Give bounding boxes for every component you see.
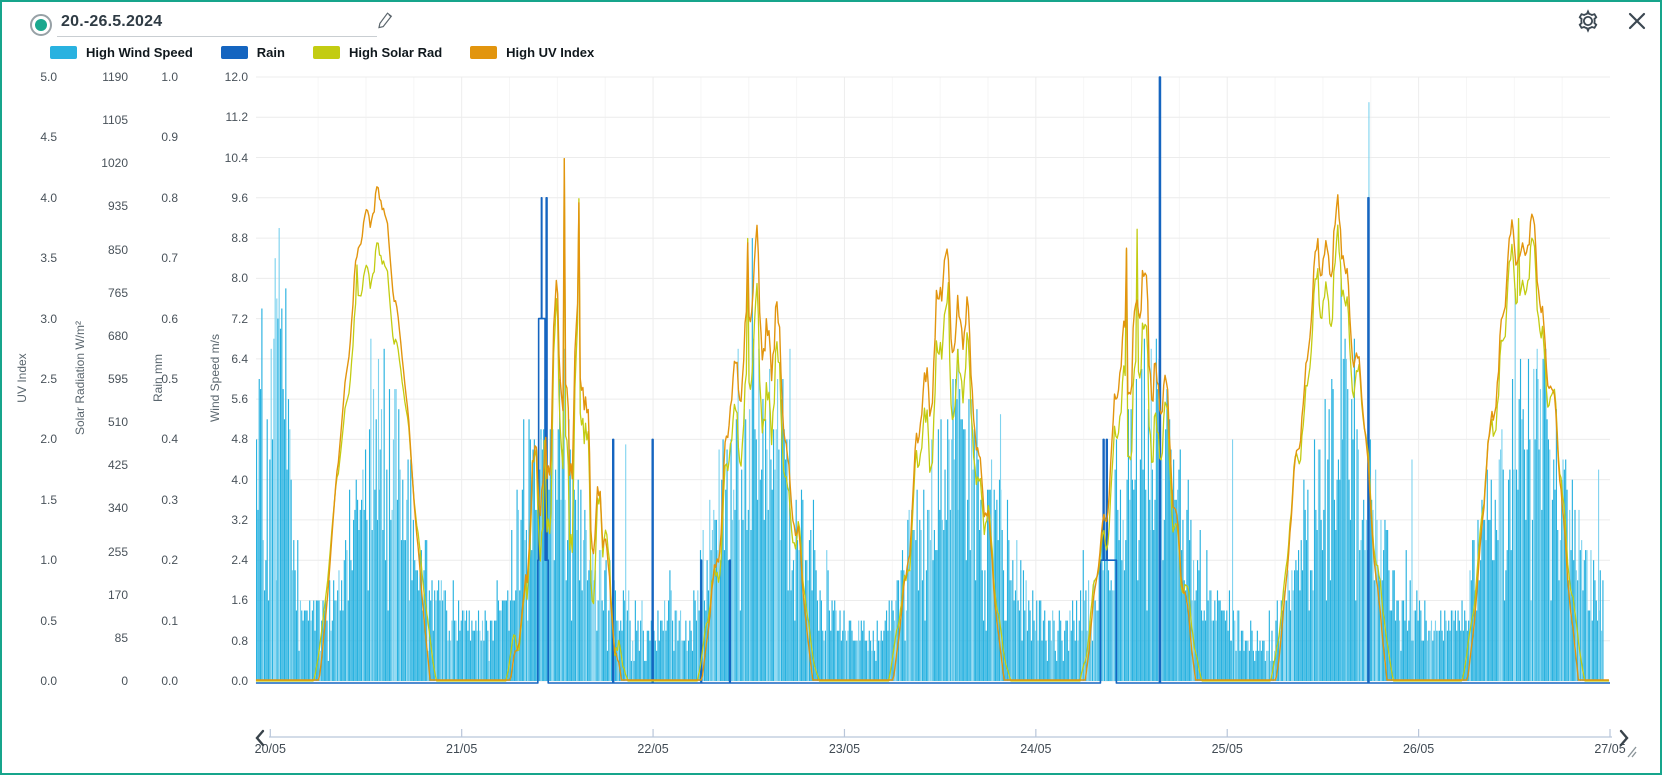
x-tick-label: 24/05 [1020,742,1052,756]
y-tick-label: 935 [107,199,128,214]
y-tick-label: 2.4 [231,553,248,568]
y-tick-label: 4.5 [40,130,57,145]
y-tick-label: 1105 [102,113,128,128]
y-tick-label: 2.0 [40,432,57,447]
solar-legend-label: High Solar Rad [348,45,443,60]
rain-legend-label: Rain [256,45,285,60]
y-tick-label: 8.0 [231,271,248,286]
y-tick-label: 5.0 [40,70,57,84]
y-tick-label: 0.0 [161,674,178,688]
radio-dot [35,19,47,31]
date-range-input[interactable] [57,10,377,37]
y-tick-label: 170 [107,587,128,602]
y-tick-label: 1.5 [40,492,57,507]
y-tick-label: 0.4 [161,432,178,447]
legend-item-uv[interactable]: High UV Index [470,45,594,60]
chart-legend: High Wind Speed Rain High Solar Rad High… [50,45,594,60]
y-tick-label: 0.0 [40,674,57,688]
y-tick-label: 7.2 [231,311,248,326]
solar-legend-swatch [312,46,340,59]
y-tick-label: 680 [107,328,128,343]
legend-item-rain[interactable]: Rain [220,45,285,60]
y-tick-label: 4.8 [231,432,248,447]
y-tick-label: 0.3 [161,492,178,507]
y-tick-label: 8.8 [231,231,248,246]
y-tick-label: 1020 [101,156,128,171]
y-tick-label: 0.7 [161,251,178,266]
y-tick-label: 425 [107,458,128,473]
y-tick-label: 340 [107,501,128,516]
y-tick-label: 255 [107,544,128,559]
y-tick-label: 0.0 [231,674,248,688]
y-tick-label: 4.0 [40,190,57,205]
y-tick-label: 85 [114,630,128,645]
wind-legend-swatch [50,46,77,59]
y-tick-label: 0.5 [161,372,178,386]
legend-item-wind[interactable]: High Wind Speed [50,45,193,60]
y-tick-label: 1190 [102,70,128,84]
y-tick-label: 0.2 [161,553,178,568]
radio-icon[interactable] [30,14,52,36]
y-tick-label: 0.9 [161,130,178,145]
y-tick-label: 0.1 [161,613,178,628]
x-tick-label: 25/05 [1211,742,1243,756]
x-tick-label: 21/05 [446,742,478,756]
y-tick-label: 850 [107,242,128,257]
x-tick-label: 26/05 [1402,742,1435,756]
x-tick-label: 27/05 [1594,742,1626,756]
x-tick-label: 23/05 [828,742,861,756]
y-tick-label: 10.4 [224,150,248,165]
y-tick-label: 1.0 [40,553,57,568]
y-tick-label: 510 [107,415,128,430]
y-tick-label: 3.0 [40,311,57,326]
rain-legend-swatch [220,46,248,59]
x-tick-label: 22/05 [637,742,669,756]
y-tick-label: 0.6 [161,311,178,326]
y-tick-label: 0 [121,674,128,688]
y-tick-label: 12.0 [224,70,248,84]
y-tick-label: 595 [107,372,128,386]
y-tick-label: 0.5 [40,613,57,628]
y-tick-label: 4.0 [231,472,248,487]
y-tick-label: 1.6 [231,593,248,608]
y-tick-label: 6.4 [231,351,248,366]
y-tick-label: 1.0 [161,70,178,84]
y-tick-label: 3.5 [40,251,57,266]
legend-item-solar[interactable]: High Solar Rad [312,45,443,60]
y-tick-label: 3.2 [231,512,248,527]
y-tick-label: 9.6 [231,190,248,205]
y-tick-label: 11.2 [225,110,248,125]
y-tick-label: 5.6 [231,392,248,407]
y-tick-label: 765 [107,285,128,300]
y-tick-label: 2.5 [40,372,57,386]
y-tick-label: 0.8 [161,190,178,205]
uv-legend-swatch [470,46,498,59]
uv-legend-label: High UV Index [506,45,595,60]
y-tick-label: 0.8 [231,633,248,648]
wind-legend-label: High Wind Speed [86,45,193,60]
